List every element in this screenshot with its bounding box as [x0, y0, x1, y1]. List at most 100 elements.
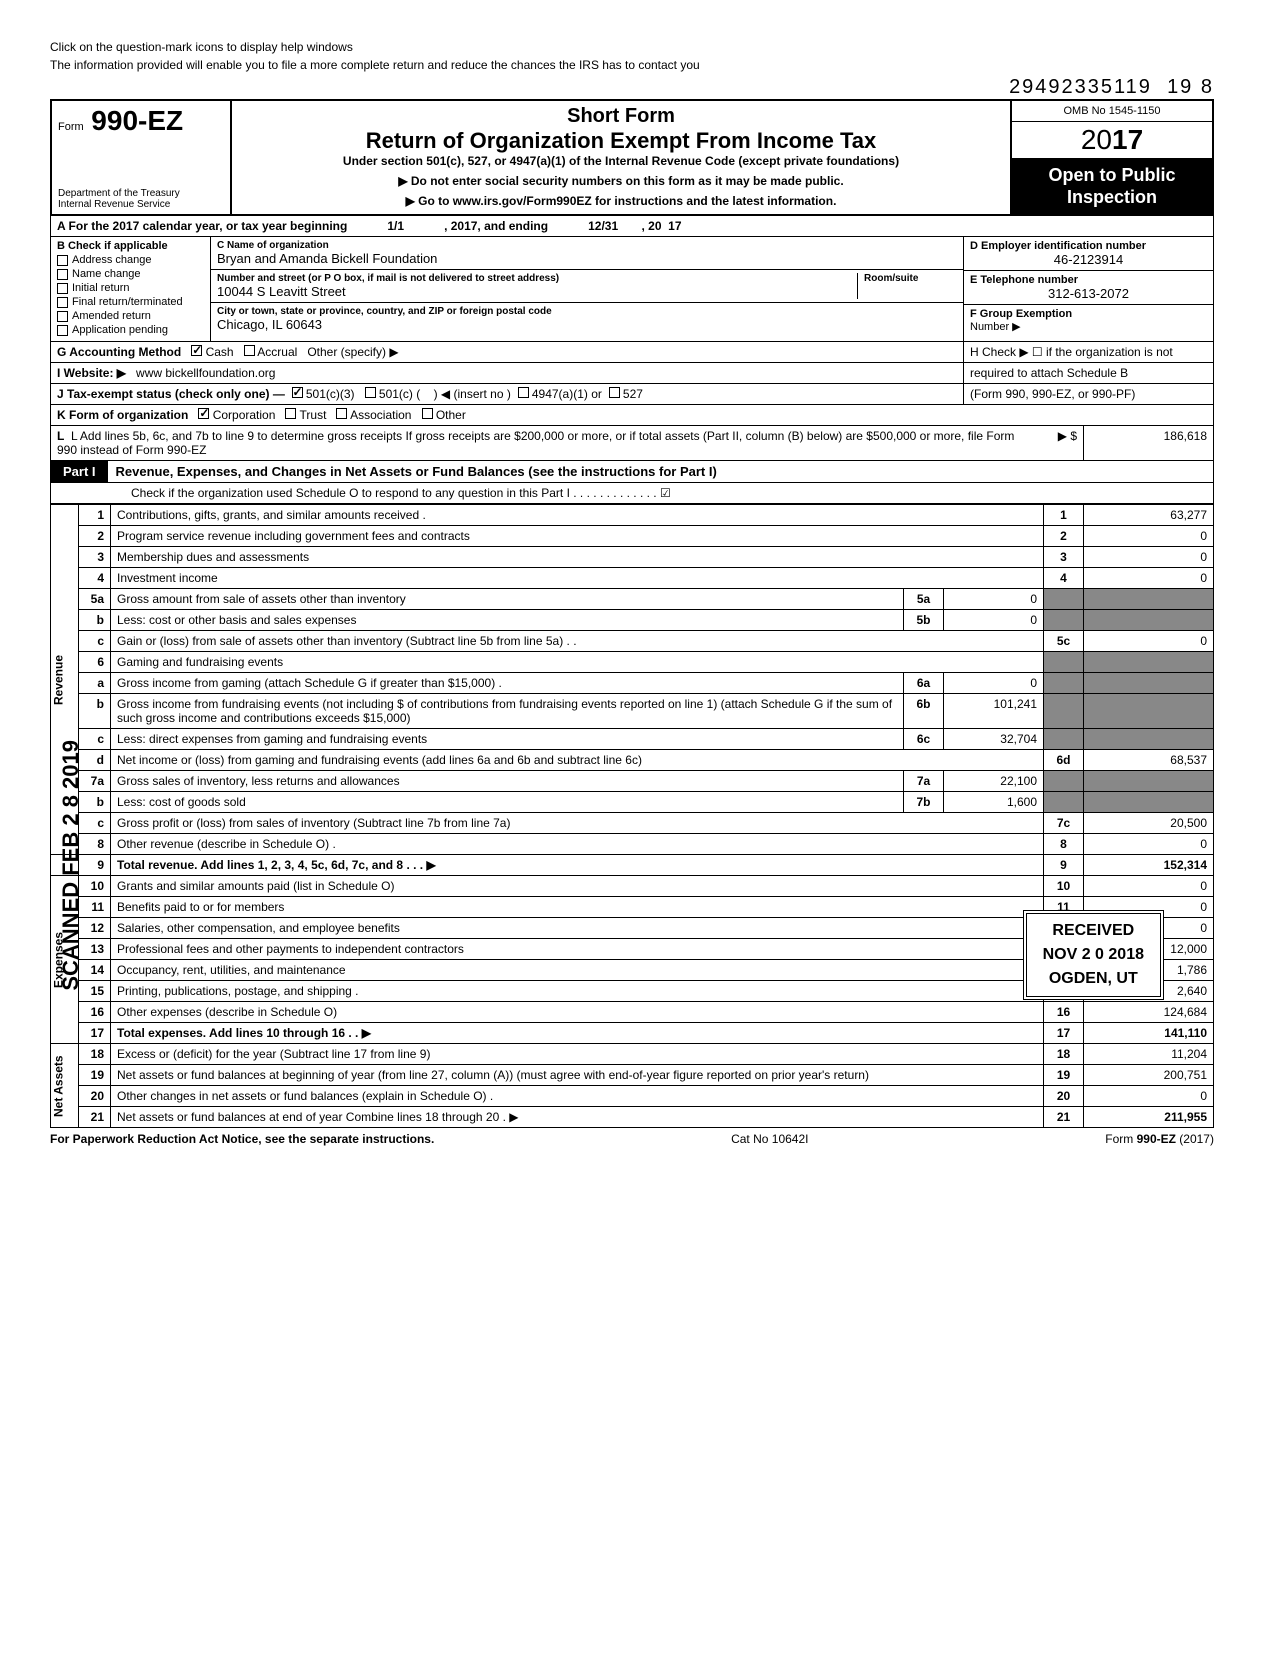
line-7b: bLess: cost of goods sold7b1,600 [51, 792, 1214, 813]
section-l: L L Add lines 5b, 6c, and 7b to line 9 t… [50, 426, 1214, 461]
short-form-label: Short Form [240, 105, 1002, 128]
chk-address-change[interactable]: Address change [57, 254, 204, 266]
footer: For Paperwork Reduction Act Notice, see … [50, 1128, 1214, 1150]
ein: 46-2123914 [970, 252, 1207, 267]
chk-association[interactable] [336, 408, 347, 419]
section-g-h: G Accounting Method Cash Accrual Other (… [50, 342, 1214, 363]
amt-7c: 20,500 [1084, 813, 1214, 834]
line-9: 9Total revenue. Add lines 1, 2, 3, 4, 5c… [51, 855, 1214, 876]
amt-6c: 32,704 [944, 729, 1044, 750]
chk-501c[interactable] [365, 387, 376, 398]
amt-6d: 68,537 [1084, 750, 1214, 771]
header-center: Short Form Return of Organization Exempt… [232, 101, 1012, 214]
omb-number: OMB No 1545-1150 [1012, 101, 1212, 122]
ssn-warning: ▶ Do not enter social security numbers o… [240, 174, 1002, 188]
org-city: Chicago, IL 60643 [217, 317, 957, 332]
chk-amended-return[interactable]: Amended return [57, 310, 204, 322]
line-3: 3Membership dues and assessments30 [51, 547, 1214, 568]
form-page: SCANNED FEB 2 8 2019 Click on the questi… [50, 40, 1214, 1150]
amt-9: 152,314 [1084, 855, 1214, 876]
line-8: 8Other revenue (describe in Schedule O) … [51, 834, 1214, 855]
open-to-public: Open to Public Inspection [1012, 159, 1212, 214]
line-17: 17Total expenses. Add lines 10 through 1… [51, 1023, 1214, 1044]
form-header: Form 990-EZ Department of the Treasury I… [50, 99, 1214, 216]
chk-527[interactable] [609, 387, 620, 398]
form-title: Return of Organization Exempt From Incom… [240, 128, 1002, 154]
chk-accrual[interactable] [244, 345, 255, 356]
line-10: Expenses 10Grants and similar amounts pa… [51, 876, 1214, 897]
received-stamp: RECEIVED NOV 2 0 2018 OGDEN, UT [1023, 910, 1164, 1000]
section-j: J Tax-exempt status (check only one) — 5… [50, 384, 1214, 405]
line-18: Net Assets 18Excess or (deficit) for the… [51, 1044, 1214, 1065]
amt-19: 200,751 [1084, 1065, 1214, 1086]
line-6: 6Gaming and fundraising events [51, 652, 1214, 673]
form-number: 990-EZ [91, 105, 183, 136]
chk-corporation[interactable] [198, 408, 209, 419]
form-subtitle: Under section 501(c), 527, or 4947(a)(1)… [240, 154, 1002, 168]
footer-cat: Cat No 10642I [731, 1132, 808, 1146]
amt-21: 211,955 [1084, 1107, 1214, 1128]
chk-final-return[interactable]: Final return/terminated [57, 296, 204, 308]
revenue-label: Revenue [51, 505, 79, 855]
amt-2: 0 [1084, 526, 1214, 547]
instructions-link: ▶ Go to www.irs.gov/Form990EZ for instru… [240, 194, 1002, 208]
section-k: K Form of organization Corporation Trust… [50, 405, 1214, 426]
line-6a: aGross income from gaming (attach Schedu… [51, 673, 1214, 694]
amt-5c: 0 [1084, 631, 1214, 652]
chk-application-pending[interactable]: Application pending [57, 324, 204, 336]
line-20: 20Other changes in net assets or fund ba… [51, 1086, 1214, 1107]
amt-10: 0 [1084, 876, 1214, 897]
part-1-header: Part I Revenue, Expenses, and Changes in… [50, 461, 1214, 483]
chk-initial-return[interactable]: Initial return [57, 282, 204, 294]
org-name: Bryan and Amanda Bickell Foundation [217, 251, 957, 266]
footer-right: Form 990-EZ (2017) [1105, 1132, 1214, 1146]
amt-1: 63,277 [1084, 505, 1214, 526]
part-1-check: Check if the organization used Schedule … [50, 483, 1214, 504]
amt-20: 0 [1084, 1086, 1214, 1107]
chk-4947[interactable] [518, 387, 529, 398]
amt-7a: 22,100 [944, 771, 1044, 792]
line-5b: bLess: cost or other basis and sales exp… [51, 610, 1214, 631]
amt-16: 124,684 [1084, 1002, 1214, 1023]
help-note-2: The information provided will enable you… [50, 58, 1214, 72]
amt-6b: 101,241 [944, 694, 1044, 729]
amt-3: 0 [1084, 547, 1214, 568]
top-stamp-number: 29492335119 19 8 [50, 76, 1214, 99]
amt-4: 0 [1084, 568, 1214, 589]
chk-trust[interactable] [285, 408, 296, 419]
line-19: 19Net assets or fund balances at beginni… [51, 1065, 1214, 1086]
section-b: B Check if applicable Address change Nam… [51, 237, 211, 341]
line-7a: 7aGross sales of inventory, less returns… [51, 771, 1214, 792]
line-16: 16Other expenses (describe in Schedule O… [51, 1002, 1214, 1023]
chk-cash[interactable] [191, 345, 202, 356]
line-5a: 5aGross amount from sale of assets other… [51, 589, 1214, 610]
chk-other-org[interactable] [422, 408, 433, 419]
phone: 312-613-2072 [970, 286, 1207, 301]
chk-501c3[interactable] [292, 387, 303, 398]
lines-table: Revenue 1 Contributions, gifts, grants, … [50, 504, 1214, 1128]
footer-left: For Paperwork Reduction Act Notice, see … [50, 1132, 434, 1146]
header-left: Form 990-EZ Department of the Treasury I… [52, 101, 232, 214]
department: Department of the Treasury Internal Reve… [58, 188, 224, 210]
line-4: 4Investment income40 [51, 568, 1214, 589]
info-grid: B Check if applicable Address change Nam… [50, 237, 1214, 342]
chk-name-change[interactable]: Name change [57, 268, 204, 280]
header-right: OMB No 1545-1150 2017 Open to Public Ins… [1012, 101, 1212, 214]
line-7c: cGross profit or (loss) from sales of in… [51, 813, 1214, 834]
tax-year: 2017 [1012, 122, 1212, 159]
section-def: D Employer identification number 46-2123… [963, 237, 1213, 341]
amt-7b: 1,600 [944, 792, 1044, 813]
amt-8: 0 [1084, 834, 1214, 855]
line-6d: dNet income or (loss) from gaming and fu… [51, 750, 1214, 771]
line-1: Revenue 1 Contributions, gifts, grants, … [51, 505, 1214, 526]
line-6b: bGross income from fundraising events (n… [51, 694, 1214, 729]
line-5c: cGain or (loss) from sale of assets othe… [51, 631, 1214, 652]
help-note-1: Click on the question-mark icons to disp… [50, 40, 1214, 54]
netassets-label: Net Assets [51, 1044, 79, 1128]
amt-18: 11,204 [1084, 1044, 1214, 1065]
form-prefix: Form [58, 121, 84, 133]
amt-17: 141,110 [1084, 1023, 1214, 1044]
section-c: C Name of organization Bryan and Amanda … [211, 237, 963, 341]
org-street: 10044 S Leavitt Street [217, 284, 857, 299]
line-6c: cLess: direct expenses from gaming and f… [51, 729, 1214, 750]
